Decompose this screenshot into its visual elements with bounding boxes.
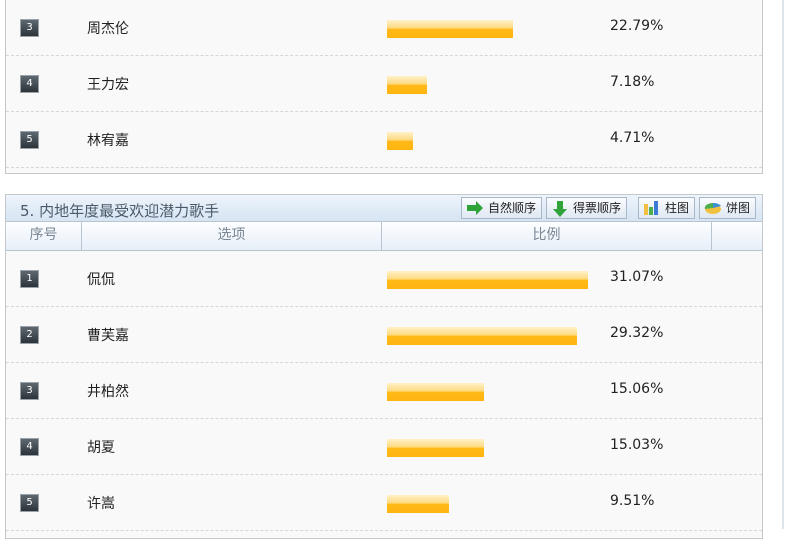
column-header: 序号 选项 比例: [6, 222, 762, 251]
percent-value: 4.71%: [610, 130, 655, 146]
option-label: 许嵩: [87, 496, 115, 512]
section-header: 5. 内地年度最受欢迎潜力歌手 自然顺序 得票顺序 柱图 饼图: [6, 195, 762, 222]
option-label: 周杰伦: [87, 21, 129, 37]
natural-order-label: 自然顺序: [488, 201, 537, 215]
bar-chart-icon: [644, 201, 658, 215]
percent-bar: [387, 271, 588, 289]
pie-chart-icon: [704, 202, 721, 214]
percent-bar: [387, 20, 513, 38]
option-label: 胡夏: [87, 440, 115, 456]
row-number: 5: [20, 131, 39, 149]
table-row: 4 胡夏 15.03%: [6, 419, 762, 475]
percent-bar: [387, 495, 449, 513]
arrow-right-icon: [467, 201, 483, 215]
percent-bar: [387, 76, 427, 94]
scrollbar-track[interactable]: [782, 0, 784, 529]
percent-bar: [387, 383, 484, 401]
percent-bar: [387, 132, 413, 150]
option-label: 侃侃: [87, 272, 115, 288]
option-label: 林宥嘉: [87, 133, 129, 149]
table-row: 2 曹芙嘉 29.32%: [6, 307, 762, 363]
vote-order-label: 得票顺序: [573, 201, 622, 215]
percent-value: 22.79%: [610, 18, 664, 34]
vote-order-button[interactable]: 得票顺序: [546, 197, 628, 219]
row-number: 2: [20, 326, 39, 344]
table-row: 1 侃侃 31.07%: [6, 251, 762, 307]
table-row: 3 井柏然 15.06%: [6, 363, 762, 419]
pie-chart-label: 饼图: [726, 201, 751, 215]
percent-value: 29.32%: [610, 325, 664, 341]
percent-value: 15.03%: [610, 437, 664, 453]
percent-value: 9.51%: [610, 493, 655, 509]
bar-chart-label: 柱图: [665, 201, 690, 215]
row-number: 3: [20, 382, 39, 400]
row-number: 3: [20, 19, 39, 37]
row-number: 1: [20, 270, 39, 288]
row-number: 4: [20, 75, 39, 93]
poll-section-5: 5. 内地年度最受欢迎潜力歌手 自然顺序 得票顺序 柱图 饼图 序号 选项 比例…: [5, 194, 763, 539]
row-number: 5: [20, 494, 39, 512]
percent-bar: [387, 327, 577, 345]
percent-value: 7.18%: [610, 74, 655, 90]
arrow-down-icon: [553, 201, 567, 217]
percent-bar: [387, 439, 484, 457]
column-index: 序号: [6, 222, 82, 250]
table-row: 5 林宥嘉 4.71%: [6, 112, 762, 168]
column-option: 选项: [82, 222, 382, 250]
table-row: 4 王力宏 7.18%: [6, 56, 762, 112]
percent-value: 31.07%: [610, 269, 664, 285]
column-ratio: 比例: [382, 222, 712, 250]
option-label: 井柏然: [87, 384, 129, 400]
bar-chart-button[interactable]: 柱图: [638, 197, 696, 219]
poll-section-4: 3 周杰伦 22.79% 4 王力宏 7.18% 5 林宥嘉 4.71%: [5, 0, 763, 174]
table-row: 3 周杰伦 22.79%: [6, 0, 762, 56]
option-label: 曹芙嘉: [87, 328, 129, 344]
table-row: 5 许嵩 9.51%: [6, 475, 762, 531]
option-label: 王力宏: [87, 77, 129, 93]
section-title: 5. 内地年度最受欢迎潜力歌手: [20, 202, 220, 220]
pie-chart-button[interactable]: 饼图: [699, 197, 757, 219]
natural-order-button[interactable]: 自然顺序: [461, 197, 543, 219]
percent-value: 15.06%: [610, 381, 664, 397]
row-number: 4: [20, 438, 39, 456]
